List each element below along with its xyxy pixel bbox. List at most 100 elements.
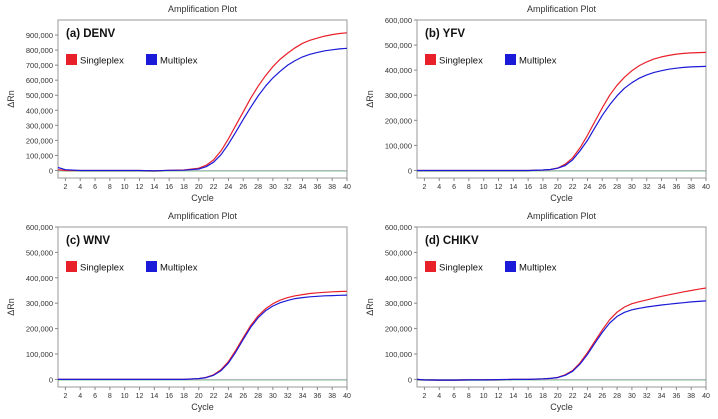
- x-tick-label: 28: [613, 393, 621, 400]
- x-tick-label: 14: [509, 184, 517, 191]
- plot-area: [57, 226, 348, 388]
- x-tick-label: 38: [687, 393, 695, 400]
- x-tick-label: 2: [63, 393, 67, 400]
- y-tick-label: 600,000: [385, 223, 412, 232]
- plot-area: [57, 19, 348, 179]
- x-tick-label: 26: [239, 393, 247, 400]
- x-tick-label: 24: [225, 184, 233, 191]
- chart-panel-b: Amplification Plot 0 100,000 200,000 300,000…: [359, 0, 718, 205]
- y-tick-label: 300,000: [385, 91, 412, 100]
- x-tick-label: 8: [108, 184, 112, 191]
- x-tick-label: 22: [569, 393, 577, 400]
- y-tick-label: 800,000: [26, 46, 53, 55]
- y-tick-label: 600,000: [26, 223, 53, 232]
- y-tick-label: 0: [408, 375, 412, 384]
- x-tick-label: 20: [195, 393, 203, 400]
- x-tick-label: 2: [422, 184, 426, 191]
- x-tick-label: 28: [613, 184, 621, 191]
- chart-svg-0: Amplification Plot 0 100,000 200,000 300,000…: [6, 4, 351, 203]
- x-tick-label: 32: [284, 393, 292, 400]
- x-tick-label: 30: [628, 393, 636, 400]
- x-tick-label: 32: [643, 393, 651, 400]
- x-tick-label: 8: [108, 393, 112, 400]
- x-tick-label: 4: [78, 393, 82, 400]
- legend-swatch-singleplex: [66, 261, 77, 272]
- x-tick-label: 16: [524, 184, 532, 191]
- x-tick-label: 34: [299, 184, 307, 191]
- y-tick-label: 900,000: [26, 31, 53, 40]
- y-tick-label: 200,000: [385, 116, 412, 125]
- chart-panel-a: Amplification Plot 0 100,000 200,000 300,000…: [0, 0, 359, 205]
- x-tick-label: 12: [495, 393, 503, 400]
- x-tick-label: 30: [269, 393, 277, 400]
- x-tick-label: 4: [437, 393, 441, 400]
- x-tick-label: 38: [687, 184, 695, 191]
- y-tick-label: 200,000: [385, 325, 412, 334]
- x-tick-label: 26: [598, 184, 606, 191]
- series-line-multiplex: [57, 47, 348, 172]
- chart-panel-c: Amplification Plot 0 100,000 200,000 300,000…: [0, 207, 359, 414]
- x-tick-label: 14: [150, 393, 158, 400]
- panel-label: (c) WNV: [66, 235, 110, 247]
- x-tick-label: 12: [136, 184, 144, 191]
- x-tick-label: 26: [598, 393, 606, 400]
- x-tick-label: 36: [313, 393, 321, 400]
- y-tick-label: 100,000: [26, 350, 53, 359]
- legend-label-multiplex: Multiplex: [160, 263, 198, 274]
- x-tick-label: 6: [452, 393, 456, 400]
- x-tick-label: 32: [643, 184, 651, 191]
- x-tick-label: 10: [121, 393, 129, 400]
- x-tick-label: 6: [93, 393, 97, 400]
- x-tick-label: 20: [554, 393, 562, 400]
- chart-panel-d: Amplification Plot 0 100,000 200,000 300,000…: [359, 207, 718, 414]
- x-axis-label: Cycle: [191, 402, 214, 412]
- y-axis-label: ΔRn: [365, 90, 375, 108]
- plot-area: [416, 226, 707, 388]
- y-tick-label: 500,000: [385, 41, 412, 50]
- x-tick-label: 34: [658, 393, 666, 400]
- y-axis-label: ΔRn: [6, 298, 16, 316]
- x-tick-label: 36: [313, 184, 321, 191]
- x-tick-label: 2: [422, 393, 426, 400]
- chart-title: Amplification Plot: [168, 4, 238, 14]
- x-tick-label: 10: [480, 393, 488, 400]
- y-tick-label: 200,000: [26, 136, 53, 145]
- y-tick-label: 200,000: [26, 325, 53, 334]
- y-tick-label: 0: [408, 166, 412, 175]
- chart-title: Amplification Plot: [527, 211, 597, 221]
- panel-label: (a) DENV: [66, 28, 116, 40]
- x-tick-label: 38: [328, 184, 336, 191]
- x-tick-label: 20: [554, 184, 562, 191]
- legend-swatch-multiplex: [505, 261, 516, 272]
- y-tick-label: 400,000: [26, 274, 53, 283]
- y-tick-label: 0: [49, 166, 53, 175]
- legend-swatch-singleplex: [425, 261, 436, 272]
- x-tick-label: 28: [254, 393, 262, 400]
- x-tick-label: 24: [584, 184, 592, 191]
- x-tick-label: 18: [180, 184, 188, 191]
- y-tick-label: 300,000: [385, 299, 412, 308]
- y-tick-label: 500,000: [26, 91, 53, 100]
- x-tick-label: 34: [299, 393, 307, 400]
- y-tick-label: 400,000: [385, 66, 412, 75]
- y-tick-label: 300,000: [26, 299, 53, 308]
- y-tick-label: 100,000: [26, 151, 53, 160]
- legend-label-singleplex: Singleplex: [80, 56, 124, 67]
- x-tick-label: 24: [225, 393, 233, 400]
- legend-label-multiplex: Multiplex: [519, 263, 557, 274]
- legend-label-multiplex: Multiplex: [160, 56, 198, 67]
- x-tick-label: 26: [239, 184, 247, 191]
- x-tick-label: 8: [467, 184, 471, 191]
- legend-swatch-multiplex: [146, 54, 157, 65]
- x-tick-label: 40: [343, 184, 351, 191]
- x-tick-label: 8: [467, 393, 471, 400]
- y-tick-label: 0: [49, 375, 53, 384]
- chart-svg-3: Amplification Plot 0 100,000 200,000 300,000…: [365, 211, 710, 412]
- x-tick-label: 36: [672, 184, 680, 191]
- x-tick-label: 16: [524, 393, 532, 400]
- x-tick-label: 12: [495, 184, 503, 191]
- chart-svg-2: Amplification Plot 0 100,000 200,000 300,000…: [6, 211, 351, 412]
- x-axis-label: Cycle: [550, 193, 573, 203]
- panel-label: (b) YFV: [425, 28, 465, 40]
- x-tick-label: 16: [165, 393, 173, 400]
